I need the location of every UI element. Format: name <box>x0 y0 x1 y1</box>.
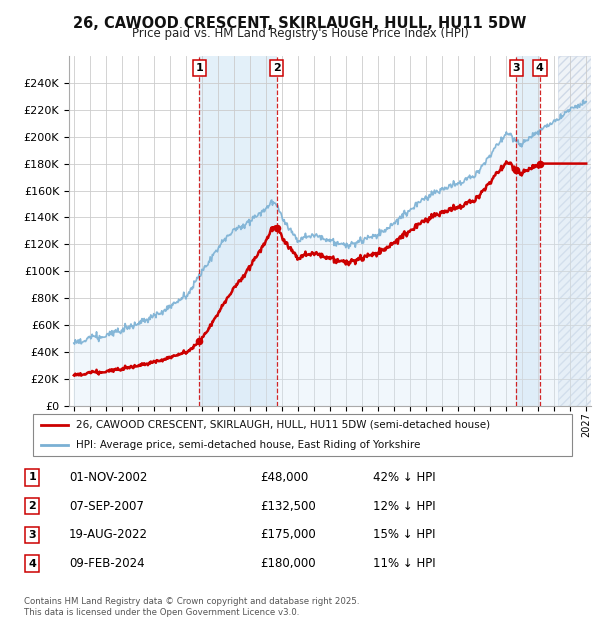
Text: Price paid vs. HM Land Registry's House Price Index (HPI): Price paid vs. HM Land Registry's House … <box>131 27 469 40</box>
Bar <box>516 56 540 406</box>
Bar <box>558 56 591 406</box>
Text: £132,500: £132,500 <box>260 500 316 513</box>
Text: 01-NOV-2002: 01-NOV-2002 <box>69 471 147 484</box>
Text: 15% ↓ HPI: 15% ↓ HPI <box>373 528 436 541</box>
Text: 2: 2 <box>273 63 281 73</box>
Text: 2: 2 <box>28 501 36 511</box>
Text: 42% ↓ HPI: 42% ↓ HPI <box>373 471 436 484</box>
Bar <box>199 56 277 406</box>
Text: HPI: Average price, semi-detached house, East Riding of Yorkshire: HPI: Average price, semi-detached house,… <box>76 440 421 450</box>
Text: £48,000: £48,000 <box>260 471 309 484</box>
Text: 1: 1 <box>28 472 36 482</box>
Text: £175,000: £175,000 <box>260 528 316 541</box>
Text: 26, CAWOOD CRESCENT, SKIRLAUGH, HULL, HU11 5DW (semi-detached house): 26, CAWOOD CRESCENT, SKIRLAUGH, HULL, HU… <box>76 420 491 430</box>
Text: 12% ↓ HPI: 12% ↓ HPI <box>373 500 436 513</box>
Text: 09-FEB-2024: 09-FEB-2024 <box>69 557 145 570</box>
Text: Contains HM Land Registry data © Crown copyright and database right 2025.
This d: Contains HM Land Registry data © Crown c… <box>24 598 359 617</box>
Text: 19-AUG-2022: 19-AUG-2022 <box>69 528 148 541</box>
Text: 07-SEP-2007: 07-SEP-2007 <box>69 500 143 513</box>
Text: 1: 1 <box>196 63 203 73</box>
Text: £180,000: £180,000 <box>260 557 316 570</box>
FancyBboxPatch shape <box>33 414 572 456</box>
Text: 4: 4 <box>536 63 544 73</box>
Text: 3: 3 <box>28 530 36 540</box>
Text: 26, CAWOOD CRESCENT, SKIRLAUGH, HULL, HU11 5DW: 26, CAWOOD CRESCENT, SKIRLAUGH, HULL, HU… <box>73 16 527 30</box>
Text: 4: 4 <box>28 559 36 569</box>
Text: 3: 3 <box>512 63 520 73</box>
Text: 11% ↓ HPI: 11% ↓ HPI <box>373 557 436 570</box>
